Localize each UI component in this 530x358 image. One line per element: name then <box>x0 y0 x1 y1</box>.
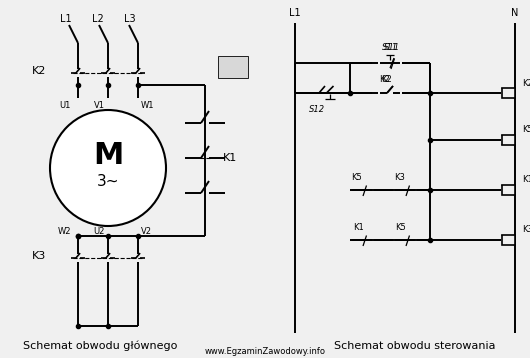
Text: K5: K5 <box>395 223 405 232</box>
Text: K1: K1 <box>223 153 237 163</box>
Text: www.EgzaminZawodowy.info: www.EgzaminZawodowy.info <box>205 348 325 357</box>
Bar <box>501 88 515 98</box>
Text: K2: K2 <box>381 76 391 84</box>
Text: K3: K3 <box>394 173 405 182</box>
Text: K5: K5 <box>351 173 363 182</box>
Bar <box>501 135 515 145</box>
Bar <box>501 185 515 195</box>
Text: K1: K1 <box>522 175 530 184</box>
Text: W2: W2 <box>57 227 71 236</box>
Text: U1: U1 <box>59 101 71 110</box>
Text: EZ: EZ <box>228 60 237 66</box>
Text: K1: K1 <box>352 223 364 232</box>
Text: W1: W1 <box>141 101 155 110</box>
Text: U2: U2 <box>94 227 105 236</box>
Circle shape <box>50 110 166 226</box>
Text: V1: V1 <box>94 101 105 110</box>
Text: K3: K3 <box>32 251 46 261</box>
Text: 3~: 3~ <box>97 174 119 189</box>
Text: V2: V2 <box>141 227 152 236</box>
Text: K5: K5 <box>522 126 530 135</box>
Text: S11: S11 <box>384 43 400 52</box>
Text: Schemat obwodu głównego: Schemat obwodu głównego <box>23 341 177 351</box>
Text: L3: L3 <box>124 14 136 24</box>
Bar <box>218 56 248 78</box>
Text: L1: L1 <box>60 14 72 24</box>
Text: K2: K2 <box>379 76 391 84</box>
Text: M: M <box>93 141 123 170</box>
Text: K2: K2 <box>522 78 530 87</box>
Text: L2: L2 <box>92 14 104 24</box>
Text: L1: L1 <box>289 8 301 18</box>
Text: K2: K2 <box>32 66 47 76</box>
Text: S12: S12 <box>309 105 325 113</box>
Text: K3: K3 <box>522 226 530 234</box>
Bar <box>501 235 515 245</box>
Text: NFO: NFO <box>227 69 238 74</box>
Text: S11: S11 <box>382 43 398 52</box>
Text: N: N <box>511 8 519 18</box>
Text: Schemat obwodu sterowania: Schemat obwodu sterowania <box>334 341 496 351</box>
